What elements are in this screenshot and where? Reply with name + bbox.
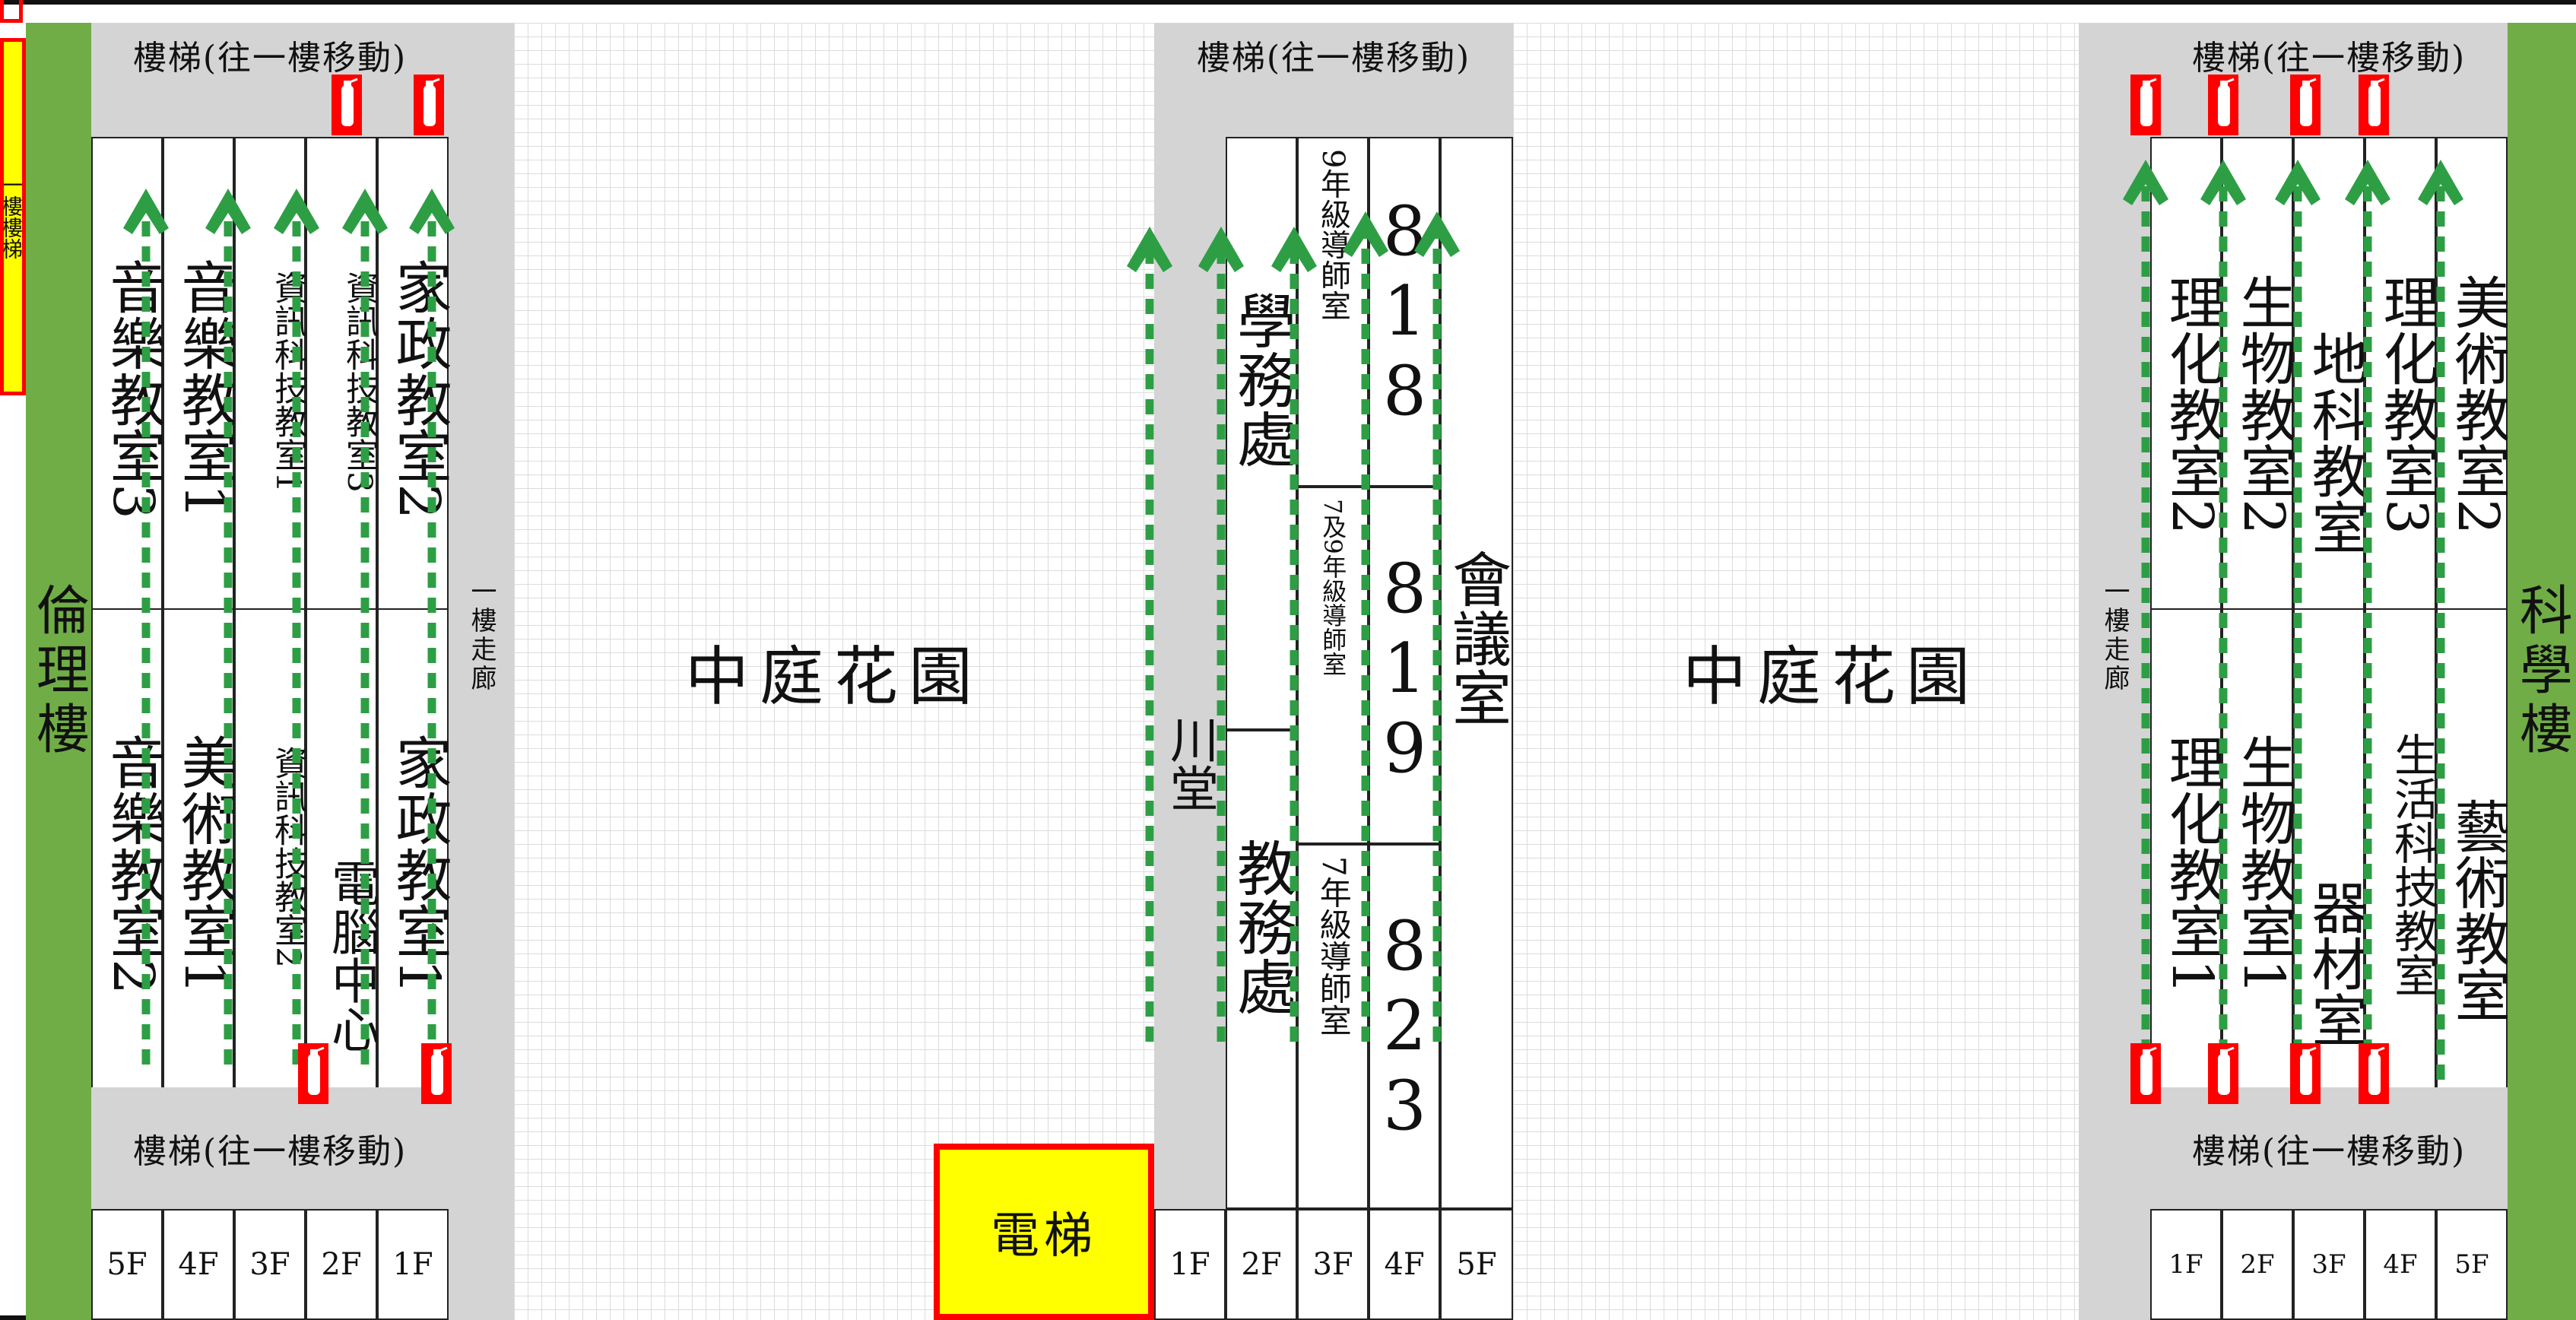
room-grade9-office[interactable]: 9年級導師室 <box>1297 137 1369 487</box>
garden-label: 中庭花園 <box>1682 639 1981 714</box>
room-819[interactable]: 819 <box>1365 487 1445 844</box>
floor-button-1f[interactable]: 1F <box>1154 1209 1226 1320</box>
room-music-2[interactable]: 音樂教室2 <box>91 608 166 1106</box>
room-art-1[interactable]: 美術教室1 <box>163 608 237 1106</box>
middle-top-stairs[interactable]: 樓梯(往一樓移動) <box>1154 23 1513 137</box>
left-upper-rooms: 音樂教室3 音樂教室1 資訊科技教室1 資訊科技教室3 家政教室2 <box>91 137 452 627</box>
room-823-label: 823 <box>1365 906 1445 1146</box>
right-building-label: 科學樓 <box>2508 23 2576 1320</box>
floor-button-4f[interactable]: 4F <box>163 1209 234 1320</box>
stairs-label: 樓梯(往一樓移動) <box>132 39 408 78</box>
room-home-ec-2[interactable]: 家政教室2 <box>377 137 452 627</box>
left-building-text: 倫理樓 <box>27 582 90 760</box>
room-818[interactable]: 818 <box>1365 137 1445 487</box>
room-earth-science[interactable]: 地科教室 <box>2293 137 2368 680</box>
stairs-label: 樓梯(往一樓移動) <box>132 1132 408 1171</box>
left-lower-rooms: 音樂教室2 美術教室1 資訊科技教室2 電腦中心 家政教室1 <box>91 608 452 1197</box>
left-garden: 中庭花園 <box>514 23 1154 1320</box>
floor-button-3f[interactable]: 3F <box>234 1209 306 1320</box>
room-home-ec-1[interactable]: 家政教室1 <box>377 608 452 1106</box>
right-garden: 中庭花園 <box>1513 23 2150 1320</box>
room-grade79-office[interactable]: 7及9年級導師室 <box>1297 487 1369 844</box>
room-823[interactable]: 823 <box>1365 844 1445 1209</box>
marker-red-tag <box>0 0 23 23</box>
grade7-office-label: 7年級導師室 <box>1315 856 1353 1036</box>
room-physics-chem-2[interactable]: 理化教室2 <box>2150 137 2225 642</box>
room-819-label: 819 <box>1365 549 1445 789</box>
meeting-room-label: 會議室 <box>1442 549 1511 727</box>
left-building-label: 倫理樓 <box>26 23 91 1320</box>
room-physics-chem-3[interactable]: 理化教室3 <box>2365 137 2439 642</box>
left-corridor <box>449 23 514 1320</box>
left-corridor-label: 一樓走廊 <box>456 578 506 693</box>
right-lower-rooms: 理化教室1 生物教室1 器材室 生活科技教室 藝術教室 <box>2150 608 2511 1204</box>
room-it-1[interactable]: 資訊科技教室1 <box>234 137 307 619</box>
stairs-label: 樓梯(往一樓移動) <box>1196 39 1471 78</box>
room-it-3[interactable]: 資訊科技教室3 <box>306 137 379 619</box>
floor-button-1f[interactable]: 1F <box>2150 1209 2222 1320</box>
stairs-label: 樓梯(往一樓移動) <box>2191 39 2467 78</box>
academic-affairs-label: 教務處 <box>1227 838 1296 1016</box>
floor-button-5f[interactable]: 5F <box>2436 1209 2508 1320</box>
left-bottom-stairs[interactable]: 樓梯(往一樓移動) <box>91 1087 449 1209</box>
corridor-text: 一樓走廊 <box>466 578 496 693</box>
room-biology-1[interactable]: 生物教室1 <box>2222 608 2296 1106</box>
grade9-office-label: 9年級導師室 <box>1315 149 1350 321</box>
room-818-label: 818 <box>1365 192 1445 431</box>
right-floor-buttons: 1F 2F 3F 4F 5F <box>2150 1209 2508 1320</box>
room-grade7-office[interactable]: 7年級導師室 <box>1297 844 1369 1209</box>
garden-label: 中庭花園 <box>684 639 983 714</box>
right-bottom-stairs[interactable]: 樓梯(往一樓移動) <box>2150 1087 2508 1209</box>
room-biology-2[interactable]: 生物教室2 <box>2222 137 2296 642</box>
right-building-text: 科學樓 <box>2511 582 2574 760</box>
stairs-label: 樓梯(往一樓移動) <box>2191 1132 2467 1171</box>
floor-button-1f[interactable]: 1F <box>377 1209 449 1320</box>
floor-button-5f[interactable]: 5F <box>91 1209 163 1320</box>
room-art-2[interactable]: 美術教室2 <box>2436 137 2511 642</box>
floor-button-4f[interactable]: 4F <box>2365 1209 2436 1320</box>
elevator-label: 電梯 <box>991 1208 1097 1264</box>
floor-button-2f[interactable]: 2F <box>1226 1209 1298 1320</box>
room-academic-affairs[interactable]: 教務處 <box>1226 730 1297 1209</box>
floor-button-3f[interactable]: 3F <box>2293 1209 2365 1320</box>
room-physics-chem-1[interactable]: 理化教室1 <box>2150 608 2225 1106</box>
student-affairs-label: 學務處 <box>1227 290 1296 468</box>
room-meeting[interactable]: 會議室 <box>1440 137 1513 1209</box>
floor-button-4f[interactable]: 4F <box>1369 1209 1441 1320</box>
room-living-tech[interactable]: 生活科技教室 <box>2365 608 2438 1106</box>
floor-button-2f[interactable]: 2F <box>2222 1209 2293 1320</box>
floor-button-2f[interactable]: 2F <box>306 1209 377 1320</box>
corridor-text: 一樓走廊 <box>2099 578 2130 693</box>
room-chuan-hall[interactable]: 川堂 <box>1154 137 1226 1209</box>
room-it-2[interactable]: 資訊科技教室2 <box>234 608 307 1098</box>
room-art-education[interactable]: 藝術教室 <box>2436 608 2511 1151</box>
floor-button-3f[interactable]: 3F <box>1297 1209 1369 1320</box>
room-music-1[interactable]: 音樂教室1 <box>163 137 237 627</box>
room-music-3[interactable]: 音樂教室3 <box>91 137 166 627</box>
room-student-affairs[interactable]: 學務處 <box>1226 137 1297 730</box>
chuan-hall-label: 川堂 <box>1162 715 1218 812</box>
right-top-stairs[interactable]: 樓梯(往一樓移動) <box>2150 23 2508 137</box>
first-floor-stairs-marker: 一樓樓梯 <box>0 38 26 395</box>
grade79-office-label: 7及9年級導師室 <box>1318 499 1348 676</box>
left-floor-buttons: 5F 4F 3F 2F 1F <box>91 1209 449 1320</box>
left-top-stairs[interactable]: 樓梯(往一樓移動) <box>91 23 449 137</box>
right-upper-rooms: 理化教室2 生物教室2 地科教室 理化教室3 美術教室2 <box>2150 137 2511 680</box>
elevator-button[interactable]: 電梯 <box>934 1144 1154 1320</box>
middle-floor-buttons: 1F 2F 3F 4F 5F <box>1154 1209 1513 1320</box>
right-corridor-label: 一樓走廊 <box>2086 578 2143 693</box>
floor-button-5f[interactable]: 5F <box>1440 1209 1513 1320</box>
